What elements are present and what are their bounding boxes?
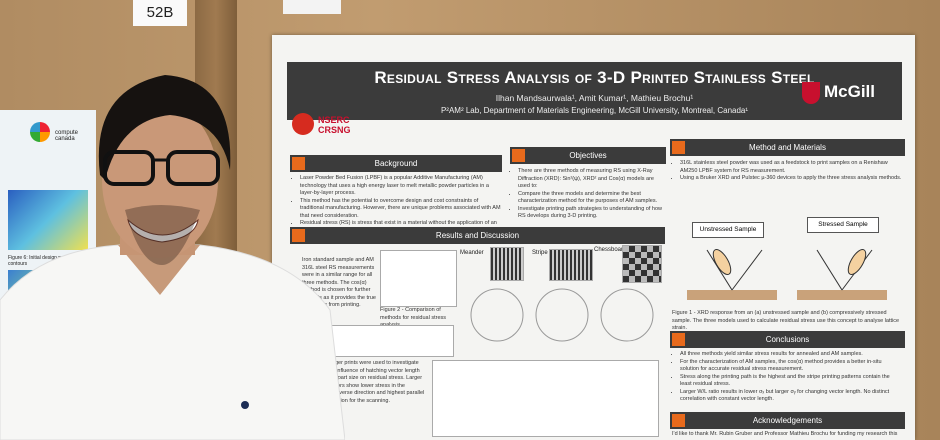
face <box>102 102 218 258</box>
pattern-label: Stripe <box>532 250 548 256</box>
bullet: Stress along the printing path is the hi… <box>680 374 902 389</box>
poster-title: Residual Stress Analysis of 3-D Printed … <box>374 68 815 87</box>
sample <box>797 290 887 300</box>
figure-caption: Figure 6: Initial design pressure contou… <box>8 255 78 267</box>
bullet-list: All three methods yield similar stress r… <box>672 351 902 404</box>
objectives-text: There are three methods of measuring RS … <box>510 168 666 221</box>
mcgill-shield <box>802 82 820 104</box>
beard <box>125 205 200 265</box>
figure-label: Unstressed Sample <box>692 222 764 238</box>
pattern-label: Meander <box>460 250 484 256</box>
board-number: 52B <box>133 0 187 26</box>
pattern-figure <box>490 247 524 281</box>
person <box>0 75 345 440</box>
crsng-text: CRSNG <box>318 125 351 135</box>
bullet: Compare the three models and determine t… <box>518 191 666 206</box>
poster: Residual Stress Analysis of 3-D Printed … <box>272 35 915 440</box>
logo-text: compute canada <box>55 130 79 142</box>
polar-plot <box>535 288 589 342</box>
results-text: Iron standard sample and AM 316L steel R… <box>302 257 376 308</box>
conclusions-text: All three methods yield similar stress r… <box>672 351 902 404</box>
polar-plots <box>470 288 654 342</box>
bullet: Using a Bruker XRD and Pulstec µ-360 dev… <box>680 175 902 183</box>
pattern-figure <box>549 249 593 281</box>
results-text: Larger prints were used to investigate t… <box>327 360 425 404</box>
shirt-logo <box>241 401 249 409</box>
authors: Ilhan Mandsaurwala¹, Amit Kumar¹, Mathie… <box>495 93 694 103</box>
affiliation: P²AM² Lab, Department of Materials Engin… <box>440 106 749 115</box>
polar-plot <box>600 288 654 342</box>
section-heading: Background <box>290 155 502 172</box>
cone <box>712 249 732 275</box>
hair <box>98 75 231 180</box>
sample <box>687 290 777 300</box>
section-heading: Method and Materials <box>670 139 905 156</box>
bullet: Investigate printing path strategies to … <box>518 206 666 221</box>
bullet: Larger W/L ratio results in lower σₓ but… <box>680 389 902 404</box>
shirt <box>0 244 345 440</box>
nserc-text: NSERC <box>318 115 350 125</box>
smile <box>127 218 199 243</box>
method-text: 316L stainless steel powder was used as … <box>672 160 902 183</box>
section-heading: Results and Discussion <box>290 227 665 244</box>
cone <box>847 249 867 275</box>
neck <box>118 245 200 295</box>
title-band: Residual Stress Analysis of 3-D Printed … <box>287 62 902 120</box>
section-heading: Objectives <box>510 147 666 164</box>
mcgill-logo: McGill <box>824 82 876 101</box>
bullet: Laser Powder Bed Fusion (LPBF) is a popu… <box>300 175 502 198</box>
pattern-figure <box>622 245 662 283</box>
bullet: All three methods yield similar stress r… <box>680 351 902 359</box>
figure-label: Stressed Sample <box>807 217 879 233</box>
acknowledgements-text: I'd like to thank Mr. Rubin Gruber and P… <box>672 431 898 440</box>
bullet: For the characterization of AM samples, … <box>680 359 902 374</box>
bullet: 316L stainless steel powder was used as … <box>680 160 902 175</box>
nserc-leaf <box>292 113 314 135</box>
results-figures <box>432 360 659 437</box>
logo-mark <box>30 122 50 142</box>
ray <box>731 249 763 291</box>
figure-caption: Figure 1 - XRD response from an (a) unst… <box>672 310 900 331</box>
bullet: This method has the potential to overcom… <box>300 198 502 221</box>
contour-figure <box>8 190 88 250</box>
chart-figure <box>380 250 457 307</box>
paper-note <box>283 0 341 14</box>
bullet-list: 316L stainless steel powder was used as … <box>672 160 902 183</box>
glasses <box>103 150 155 186</box>
ray <box>816 249 843 291</box>
xrd-diagram <box>687 249 887 300</box>
ray <box>706 249 733 291</box>
bullet: There are three methods of measuring RS … <box>518 168 666 191</box>
bullet-list: There are three methods of measuring RS … <box>510 168 666 221</box>
polar-plot <box>470 288 524 342</box>
glasses <box>166 150 220 186</box>
section-heading: Acknowledgements <box>670 412 905 429</box>
section-heading: Conclusions <box>670 331 905 348</box>
pattern-label: Chessboard <box>594 247 627 253</box>
